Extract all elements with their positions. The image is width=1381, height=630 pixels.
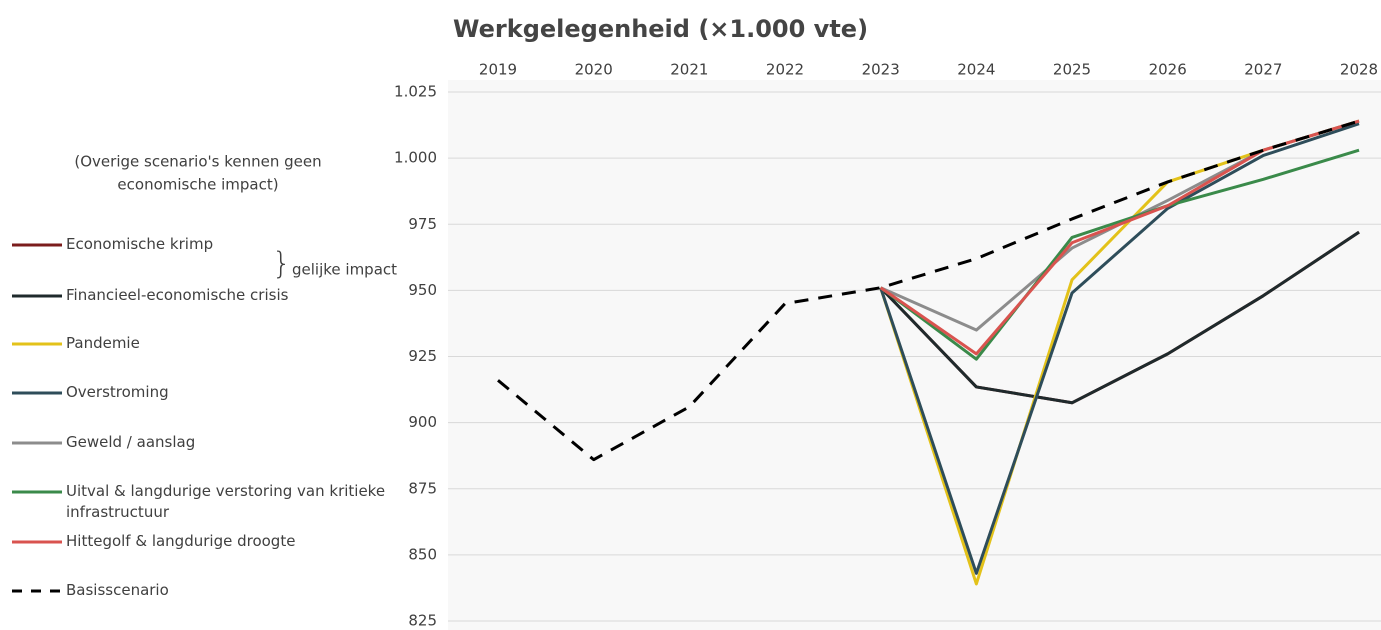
y-tick-label: 1.025 — [394, 83, 437, 101]
x-tick-label: 2021 — [670, 61, 708, 79]
x-tick-label: 2025 — [1053, 61, 1091, 79]
annotation: (Overige scenario's kennen geen — [74, 153, 321, 171]
brace: } — [272, 247, 291, 282]
x-tick-label: 2019 — [479, 61, 517, 79]
y-tick-label: 1.000 — [394, 149, 437, 167]
x-tick-label: 2023 — [862, 61, 900, 79]
x-tick-label: 2028 — [1340, 61, 1378, 79]
x-tick-label: 2020 — [575, 61, 613, 79]
y-tick-label: 900 — [408, 413, 437, 431]
x-tick-label: 2022 — [766, 61, 804, 79]
legend-label: Economische krimp — [66, 235, 214, 253]
x-tick-label: 2027 — [1244, 61, 1282, 79]
x-tick-label: 2026 — [1149, 61, 1187, 79]
chart-title: Werkgelegenheid (×1.000 vte) — [453, 15, 868, 43]
annotation: gelijke impact — [292, 261, 397, 279]
legend-label: Uitval & langdurige verstoring van kriti… — [66, 482, 386, 521]
y-tick-label: 850 — [408, 545, 437, 563]
series-line — [497, 119, 1360, 462]
annotation: economische impact) — [117, 176, 278, 194]
legend-label: Hittegolf & langdurige droogte — [66, 532, 296, 550]
x-tick-label: 2024 — [957, 61, 995, 79]
y-tick-label: 975 — [408, 215, 437, 233]
y-tick-label: 925 — [408, 347, 437, 365]
series-line — [879, 148, 1360, 361]
legend-label: Overstroming — [66, 383, 169, 401]
y-tick-label: 825 — [408, 612, 437, 630]
legend-label: Geweld / aanslag — [66, 433, 196, 451]
legend-label: Pandemie — [66, 334, 140, 352]
y-tick-label: 950 — [408, 281, 437, 299]
y-tick-label: 875 — [408, 479, 437, 497]
legend-label: Financieel-economische crisis — [66, 286, 289, 304]
legend-label: Basisscenario — [66, 581, 169, 599]
series-line — [879, 230, 1360, 405]
series-line — [879, 122, 1360, 575]
